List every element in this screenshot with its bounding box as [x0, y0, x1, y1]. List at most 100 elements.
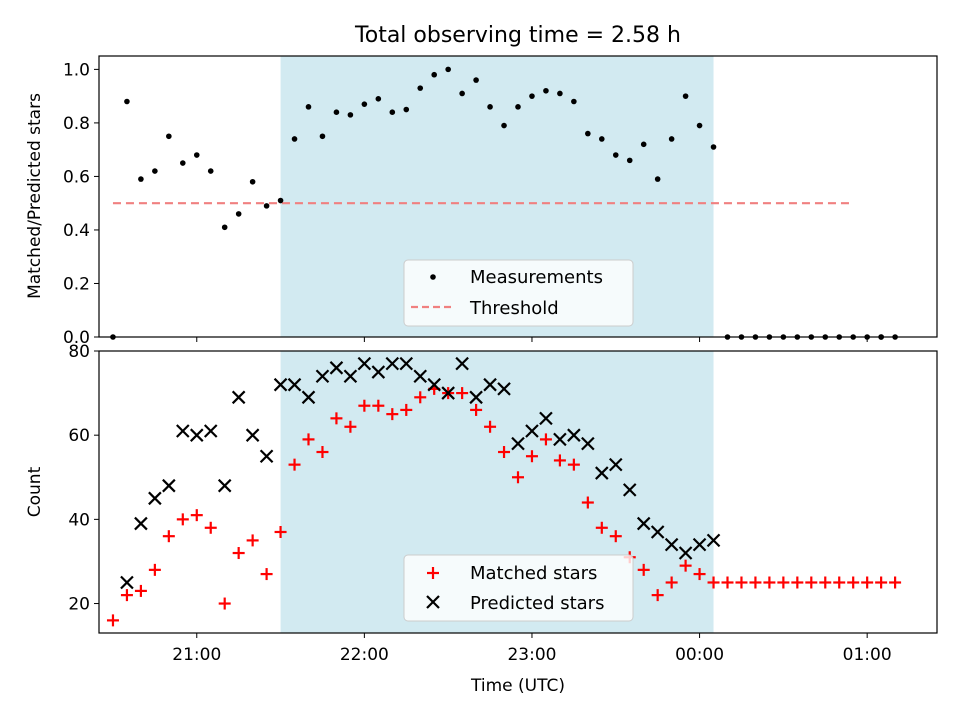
legend-matched-marker — [427, 567, 439, 579]
top-ytick-label: 0.6 — [63, 167, 90, 187]
predicted-star-point — [273, 377, 288, 392]
matched-star-point — [861, 576, 874, 589]
matched-star-point — [749, 576, 762, 589]
matched-star-point — [595, 521, 608, 534]
predicted-star-stroke-b — [231, 390, 246, 405]
matched-star-point — [819, 576, 832, 589]
predicted-star-stroke-b — [273, 377, 288, 392]
measurement-point — [263, 203, 270, 209]
predicted-star-point — [315, 369, 330, 384]
predicted-star-stroke-b — [176, 424, 190, 438]
bottom-y-ticks: 20 40 60 80 — [68, 342, 99, 615]
predicted-star-stroke-b — [162, 478, 176, 493]
measurement-point — [640, 141, 647, 148]
measurement-point — [626, 157, 633, 164]
top-ytick-label: 1.0 — [63, 60, 90, 80]
bottom-ytick-label: 60 — [68, 426, 90, 446]
predicted-star-point — [357, 356, 372, 371]
top-ytick-label: 0.0 — [63, 328, 90, 348]
predicted-star-point — [469, 390, 483, 405]
top-ytick-label: 0.2 — [63, 274, 90, 294]
predicted-star-stroke-b — [567, 428, 581, 442]
matched-star-point — [134, 584, 147, 597]
predicted-star-point — [525, 424, 539, 438]
predicted-star-stroke-b — [511, 436, 525, 451]
predicted-star-stroke-b — [203, 424, 218, 438]
measurement-point — [403, 106, 410, 113]
matched-star-point — [470, 403, 483, 416]
bottom-legend-box — [403, 554, 634, 622]
predicted-star-stroke-b — [650, 525, 665, 539]
measurement-point — [221, 224, 228, 231]
predicted-star-point — [706, 533, 721, 548]
measurement-point — [459, 90, 465, 97]
predicted-star-stroke-b — [441, 386, 455, 400]
legend-measurements-label: Measurements — [470, 267, 603, 288]
measurement-point — [138, 176, 144, 182]
matched-star-point — [386, 408, 399, 421]
matched-star-point — [330, 412, 343, 425]
predicted-star-point — [483, 377, 497, 392]
matched-star-point — [539, 433, 552, 446]
bottom-xtick-label: 01:00 — [843, 645, 892, 665]
matched-star-point — [484, 420, 497, 433]
measurement-point — [529, 93, 535, 99]
predicted-star-stroke-b — [134, 516, 148, 531]
matched-star-point — [372, 399, 385, 412]
measurement-point — [585, 130, 591, 137]
predicted-star-stroke-b — [245, 428, 260, 442]
predicted-star-point — [664, 537, 679, 552]
matched-star-point — [232, 547, 245, 560]
measurement-point — [543, 87, 549, 94]
bottom-ytick-label: 80 — [68, 342, 90, 362]
measurement-point — [682, 93, 689, 99]
predicted-star-point — [636, 516, 651, 531]
predicted-star-stroke-b — [595, 466, 609, 480]
predicted-star-stroke-b — [189, 428, 204, 442]
matched-star-point — [637, 563, 650, 576]
predicted-star-point — [581, 436, 595, 451]
measurement-point — [501, 122, 507, 129]
bottom-x-axis-label: Time (UTC) — [470, 676, 565, 696]
measurement-point — [487, 104, 493, 110]
matched-star-point — [679, 559, 692, 572]
matched-star-point — [525, 450, 538, 463]
predicted-star-stroke-b — [483, 377, 497, 392]
predicted-star-point — [287, 377, 302, 392]
measurement-point — [375, 96, 382, 102]
matched-star-point — [498, 446, 511, 459]
top-y-ticks: 0.0 0.2 0.4 0.6 0.8 1.0 — [63, 60, 99, 348]
matched-star-point — [190, 509, 203, 522]
predicted-star-stroke-b — [581, 436, 595, 451]
predicted-star-point — [539, 411, 553, 426]
measurement-point — [291, 136, 298, 142]
measurement-point — [235, 211, 242, 217]
predicted-star-point — [622, 483, 637, 497]
measurement-point — [668, 136, 675, 142]
measurement-point — [193, 152, 200, 158]
bottom-matched-points — [106, 382, 902, 627]
matched-star-point — [721, 576, 734, 589]
predicted-star-point — [678, 546, 693, 560]
predicted-star-point — [427, 377, 441, 392]
matched-star-point — [665, 576, 678, 589]
measurement-point — [347, 112, 354, 118]
measurement-point — [305, 104, 312, 110]
predicted-star-stroke-b — [664, 537, 679, 552]
predicted-star-stroke-b — [455, 356, 469, 371]
predicted-star-stroke-b — [608, 457, 623, 472]
bottom-xtick-label: 23:00 — [507, 645, 556, 665]
top-panel: 0.0 0.2 0.4 0.6 0.8 1.0 Matched/Predicted sta… — [25, 55, 938, 348]
predicted-star-stroke-b — [301, 390, 316, 405]
predicted-star-point — [245, 428, 260, 442]
predicted-star-point — [455, 356, 469, 371]
predicted-star-stroke-b — [371, 365, 386, 379]
predicted-star-point — [189, 428, 204, 442]
predicted-star-stroke-b — [385, 356, 400, 371]
top-y-axis-label: Matched/Predicted stars — [25, 93, 45, 299]
predicted-star-point — [567, 428, 581, 442]
predicted-star-point — [413, 369, 428, 384]
predicted-star-point — [399, 356, 414, 371]
predicted-star-stroke-b — [329, 361, 344, 375]
matched-star-point — [735, 576, 748, 589]
